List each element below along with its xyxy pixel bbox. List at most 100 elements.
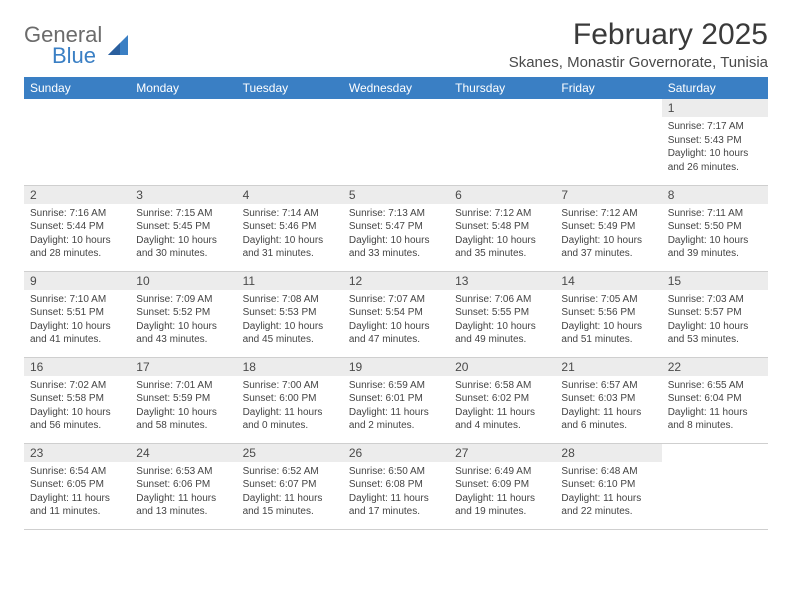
sunset-line: Sunset: 6:02 PM (455, 392, 549, 406)
daylight-line: Daylight: 10 hours and 37 minutes. (561, 234, 655, 261)
day-number: 28 (555, 444, 661, 462)
sunrise-line: Sunrise: 7:07 AM (349, 293, 443, 307)
day-number: 21 (555, 358, 661, 376)
daylight-line: Daylight: 10 hours and 56 minutes. (30, 406, 124, 433)
daylight-line: Daylight: 10 hours and 43 minutes. (136, 320, 230, 347)
daylight-line: Daylight: 10 hours and 33 minutes. (349, 234, 443, 261)
calendar-cell: 15Sunrise: 7:03 AMSunset: 5:57 PMDayligh… (662, 271, 768, 357)
sunrise-line: Sunrise: 6:55 AM (668, 379, 762, 393)
day-details: Sunrise: 6:58 AMSunset: 6:02 PMDaylight:… (449, 376, 555, 437)
day-details: Sunrise: 6:48 AMSunset: 6:10 PMDaylight:… (555, 462, 661, 523)
calendar-cell: 17 Sunrise: 7:01 AMSunset: 5:59 PMDayligh… (130, 357, 236, 443)
daylight-line: Daylight: 10 hours and 58 minutes. (136, 406, 230, 433)
sunset-line: Sunset: 5:52 PM (136, 306, 230, 320)
calendar-cell: 22Sunrise: 6:55 AMSunset: 6:04 PMDayligh… (662, 357, 768, 443)
daylight-line: Daylight: 10 hours and 30 minutes. (136, 234, 230, 261)
day-details: Sunrise: 7:17 AMSunset: 5:43 PMDaylight:… (662, 117, 768, 178)
sunset-line: Sunset: 5:59 PM (136, 392, 230, 406)
day-number: 8 (662, 186, 768, 204)
daylight-line: Daylight: 11 hours and 0 minutes. (243, 406, 337, 433)
sunset-line: Sunset: 6:10 PM (561, 478, 655, 492)
calendar-cell: 10Sunrise: 7:09 AMSunset: 5:52 PMDayligh… (130, 271, 236, 357)
daylight-line: Daylight: 11 hours and 11 minutes. (30, 492, 124, 519)
sunrise-line: Sunrise: 7:15 AM (136, 207, 230, 221)
sunset-line: Sunset: 6:07 PM (243, 478, 337, 492)
daylight-line: Daylight: 11 hours and 15 minutes. (243, 492, 337, 519)
calendar-cell: 27Sunrise: 6:49 AMSunset: 6:09 PMDayligh… (449, 443, 555, 529)
calendar-cell: 12Sunrise: 7:07 AMSunset: 5:54 PMDayligh… (343, 271, 449, 357)
daylight-line: Daylight: 11 hours and 2 minutes. (349, 406, 443, 433)
day-number: 24 (130, 444, 236, 462)
day-number: 15 (662, 272, 768, 290)
day-number: 1 (662, 99, 768, 117)
day-details: Sunrise: 6:57 AMSunset: 6:03 PMDaylight:… (555, 376, 661, 437)
calendar-cell: . (343, 99, 449, 185)
day-number: 20 (449, 358, 555, 376)
sunset-line: Sunset: 5:51 PM (30, 306, 124, 320)
day-details: Sunrise: 6:50 AMSunset: 6:08 PMDaylight:… (343, 462, 449, 523)
calendar-cell: . (662, 443, 768, 529)
day-number: 16 (24, 358, 130, 376)
calendar-cell: 8Sunrise: 7:11 AMSunset: 5:50 PMDaylight… (662, 185, 768, 271)
calendar-cell: 4Sunrise: 7:14 AMSunset: 5:46 PMDaylight… (237, 185, 343, 271)
sunset-line: Sunset: 5:44 PM (30, 220, 124, 234)
sunset-line: Sunset: 5:54 PM (349, 306, 443, 320)
calendar-body: ......1Sunrise: 7:17 AMSunset: 5:43 PMDa… (24, 99, 768, 529)
day-details: Sunrise: 7:07 AMSunset: 5:54 PMDaylight:… (343, 290, 449, 351)
day-header: Sunday (24, 77, 130, 99)
brand-bottom: Blue (52, 45, 102, 67)
sunrise-line: Sunrise: 7:05 AM (561, 293, 655, 307)
calendar-week-row: ......1Sunrise: 7:17 AMSunset: 5:43 PMDa… (24, 99, 768, 185)
day-details: Sunrise: 6:53 AMSunset: 6:06 PMDaylight:… (130, 462, 236, 523)
day-details: Sunrise: 6:52 AMSunset: 6:07 PMDaylight:… (237, 462, 343, 523)
sunrise-line: Sunrise: 7:12 AM (455, 207, 549, 221)
sunrise-line: Sunrise: 7:01 AM (136, 379, 230, 393)
daylight-line: Daylight: 10 hours and 47 minutes. (349, 320, 443, 347)
calendar-cell: 9Sunrise: 7:10 AMSunset: 5:51 PMDaylight… (24, 271, 130, 357)
daylight-line: Daylight: 11 hours and 4 minutes. (455, 406, 549, 433)
sunset-line: Sunset: 5:43 PM (668, 134, 762, 148)
day-header: Saturday (662, 77, 768, 99)
sunrise-line: Sunrise: 6:57 AM (561, 379, 655, 393)
calendar-page: General Blue February 2025 Skanes, Monas… (0, 0, 792, 540)
day-details: Sunrise: 7:13 AMSunset: 5:47 PMDaylight:… (343, 204, 449, 265)
sunset-line: Sunset: 6:00 PM (243, 392, 337, 406)
daylight-line: Daylight: 11 hours and 8 minutes. (668, 406, 762, 433)
daylight-line: Daylight: 11 hours and 13 minutes. (136, 492, 230, 519)
day-details: Sunrise: 7:16 AMSunset: 5:44 PMDaylight:… (24, 204, 130, 265)
month-title: February 2025 (509, 18, 768, 52)
sunrise-line: Sunrise: 7:10 AM (30, 293, 124, 307)
sunrise-line: Sunrise: 7:16 AM (30, 207, 124, 221)
sunset-line: Sunset: 5:58 PM (30, 392, 124, 406)
title-block: February 2025 Skanes, Monastir Governora… (509, 18, 768, 71)
sunrise-line: Sunrise: 6:52 AM (243, 465, 337, 479)
day-number: 10 (130, 272, 236, 290)
day-details: Sunrise: 7:06 AMSunset: 5:55 PMDaylight:… (449, 290, 555, 351)
day-details: Sunrise: 7:14 AMSunset: 5:46 PMDaylight:… (237, 204, 343, 265)
sunset-line: Sunset: 5:46 PM (243, 220, 337, 234)
brand-logo: General Blue (24, 18, 132, 67)
calendar-cell: . (24, 99, 130, 185)
calendar-cell: 1Sunrise: 7:17 AMSunset: 5:43 PMDaylight… (662, 99, 768, 185)
sunset-line: Sunset: 6:06 PM (136, 478, 230, 492)
day-number: 2 (24, 186, 130, 204)
day-details: Sunrise: 6:54 AMSunset: 6:05 PMDaylight:… (24, 462, 130, 523)
day-number: 23 (24, 444, 130, 462)
sunrise-line: Sunrise: 6:48 AM (561, 465, 655, 479)
daylight-line: Daylight: 11 hours and 17 minutes. (349, 492, 443, 519)
sunset-line: Sunset: 5:57 PM (668, 306, 762, 320)
day-header: Tuesday (237, 77, 343, 99)
calendar-cell: 6Sunrise: 7:12 AMSunset: 5:48 PMDaylight… (449, 185, 555, 271)
day-header: Wednesday (343, 77, 449, 99)
daylight-line: Daylight: 10 hours and 45 minutes. (243, 320, 337, 347)
calendar-cell: . (130, 99, 236, 185)
sunset-line: Sunset: 5:49 PM (561, 220, 655, 234)
day-number: 17 (130, 358, 236, 376)
calendar-cell: . (555, 99, 661, 185)
day-details: Sunrise: 7:15 AMSunset: 5:45 PMDaylight:… (130, 204, 236, 265)
calendar-week-row: 23Sunrise: 6:54 AMSunset: 6:05 PMDayligh… (24, 443, 768, 529)
calendar-cell: 24Sunrise: 6:53 AMSunset: 6:06 PMDayligh… (130, 443, 236, 529)
sunrise-line: Sunrise: 6:50 AM (349, 465, 443, 479)
sunset-line: Sunset: 5:48 PM (455, 220, 549, 234)
calendar-cell: 26Sunrise: 6:50 AMSunset: 6:08 PMDayligh… (343, 443, 449, 529)
